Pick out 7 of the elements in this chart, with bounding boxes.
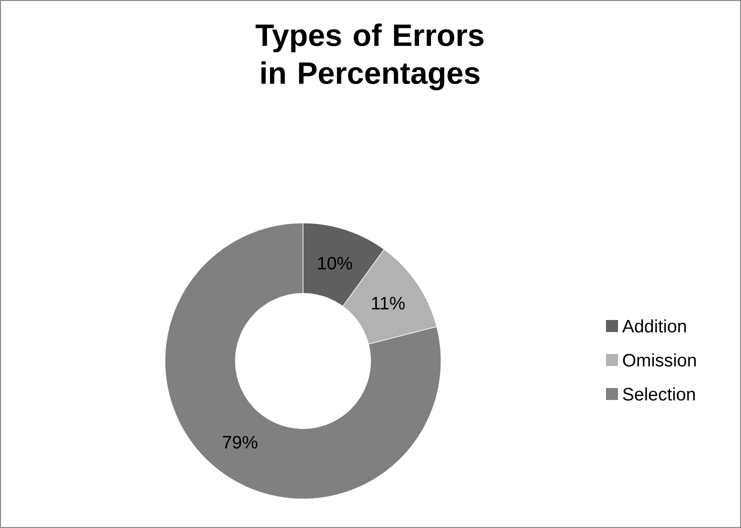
legend-label: Selection bbox=[623, 387, 695, 401]
data-label: 10% bbox=[318, 256, 352, 270]
data-label: 79% bbox=[222, 436, 258, 449]
legend-label: Addition bbox=[622, 319, 686, 333]
data-label: 11% bbox=[372, 296, 405, 310]
chart-title: Types of Errors in Percentages bbox=[256, 23, 484, 90]
legend-label: Omission bbox=[623, 353, 696, 367]
